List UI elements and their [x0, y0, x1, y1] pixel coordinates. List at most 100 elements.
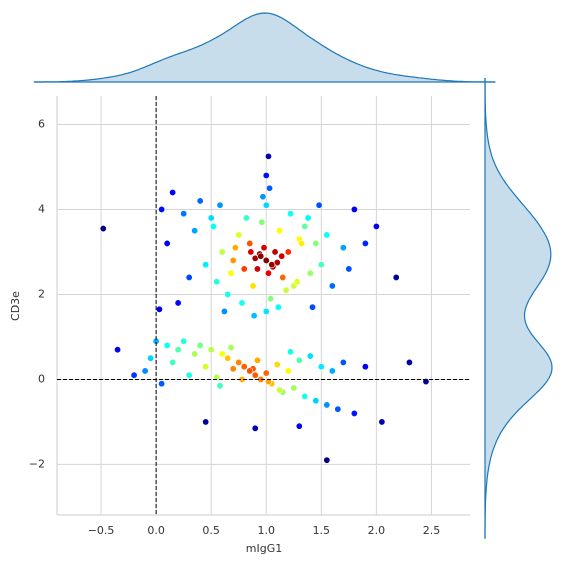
point	[378, 418, 386, 426]
point	[216, 382, 224, 390]
point	[216, 201, 224, 209]
point	[227, 269, 235, 277]
point	[267, 295, 275, 303]
point	[392, 273, 400, 281]
point	[141, 367, 149, 375]
point	[264, 269, 272, 277]
point	[271, 248, 279, 256]
point	[251, 424, 259, 432]
point	[191, 227, 199, 235]
point	[224, 290, 232, 298]
point	[317, 363, 325, 371]
point	[253, 265, 261, 273]
point	[350, 409, 358, 417]
point	[99, 225, 107, 233]
point	[328, 367, 336, 375]
point	[306, 352, 314, 360]
point	[163, 341, 171, 349]
points	[99, 152, 430, 464]
point	[229, 365, 237, 373]
marginal-x-fill	[33, 13, 496, 82]
point	[323, 401, 331, 409]
point	[266, 184, 274, 192]
point	[361, 239, 369, 247]
x-tick-label: −0.5	[88, 524, 115, 537]
point	[312, 397, 320, 405]
point	[247, 248, 255, 256]
point	[240, 265, 248, 273]
point	[323, 456, 331, 464]
point	[114, 346, 122, 354]
point	[231, 244, 239, 252]
point	[262, 256, 270, 264]
point	[249, 282, 257, 290]
point	[130, 371, 138, 379]
point	[284, 248, 292, 256]
point	[202, 418, 210, 426]
point	[180, 337, 188, 345]
point	[273, 361, 281, 369]
point	[235, 358, 243, 366]
point	[275, 386, 283, 394]
point	[282, 286, 290, 294]
point	[258, 218, 266, 226]
x-tick-label: 0.0	[147, 524, 165, 537]
point	[262, 307, 270, 315]
point	[246, 367, 254, 375]
x-axis-label: mIgG1	[246, 542, 282, 555]
x-tick-label: 1.5	[313, 524, 331, 537]
point	[262, 201, 270, 209]
point	[242, 214, 250, 222]
point	[240, 363, 248, 371]
point	[286, 210, 294, 218]
y-tick-label: −2	[29, 457, 45, 470]
point	[169, 358, 177, 366]
point	[286, 348, 294, 356]
point	[293, 278, 301, 286]
point	[227, 344, 235, 352]
point	[246, 239, 254, 247]
y-tick-label: 0	[38, 372, 45, 385]
point	[279, 273, 287, 281]
point	[361, 363, 369, 371]
x-tick-label: 0.5	[202, 524, 220, 537]
point	[339, 358, 347, 366]
point	[345, 265, 353, 273]
x-tick-label: 2.0	[368, 524, 386, 537]
point	[275, 227, 283, 235]
point	[306, 269, 314, 277]
point	[169, 188, 177, 196]
point	[350, 205, 358, 213]
point	[185, 371, 193, 379]
point	[174, 299, 182, 307]
point	[147, 354, 155, 362]
point	[264, 378, 272, 386]
point	[213, 278, 221, 286]
x-tick-label: 1.0	[258, 524, 276, 537]
point	[174, 346, 182, 354]
marginal-y-line	[484, 77, 553, 539]
point	[339, 244, 347, 252]
point	[218, 248, 226, 256]
y-tick-label: 2	[38, 287, 45, 300]
y-tick-label: 4	[38, 202, 45, 215]
point	[268, 261, 276, 269]
point	[253, 356, 261, 364]
point	[259, 193, 267, 201]
point	[278, 252, 286, 260]
point	[207, 346, 215, 354]
point	[220, 307, 228, 315]
point	[262, 171, 270, 179]
marginal-y-fill	[485, 77, 552, 539]
point	[295, 422, 303, 430]
point	[301, 392, 309, 400]
point	[229, 256, 237, 264]
point	[334, 405, 342, 413]
y-tick-label: 6	[38, 117, 45, 130]
point	[155, 305, 163, 313]
point	[180, 210, 188, 218]
point	[209, 222, 217, 230]
point	[301, 222, 309, 230]
point	[323, 231, 331, 239]
